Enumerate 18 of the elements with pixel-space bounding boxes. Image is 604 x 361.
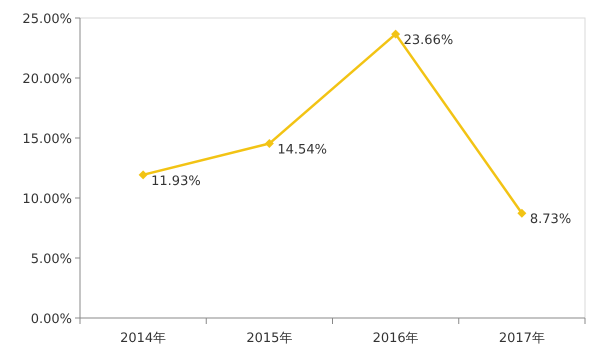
x-tick-label: 2016年	[372, 331, 419, 346]
y-tick-label: 25.00%	[22, 12, 72, 27]
y-tick-label: 5.00%	[30, 252, 72, 267]
point	[264, 139, 274, 148]
y-tick-label: 20.00%	[22, 72, 72, 87]
point	[517, 208, 526, 218]
point	[138, 170, 148, 180]
x-tick-label: 2017年	[498, 331, 545, 346]
x-tick-label: 2014年	[120, 331, 166, 346]
point	[391, 30, 400, 39]
y-tick-label: 0.00%	[30, 312, 72, 327]
y-tick-label: 10.00%	[22, 192, 72, 207]
y-tick-label: 15.00%	[22, 132, 72, 147]
x-tick-label: 2015年	[246, 331, 292, 346]
data-label: 23.66%	[404, 33, 454, 48]
data-label: 14.54%	[277, 142, 327, 158]
data-label: 11.93%	[151, 174, 201, 189]
data-label: 8.73%	[530, 212, 572, 228]
